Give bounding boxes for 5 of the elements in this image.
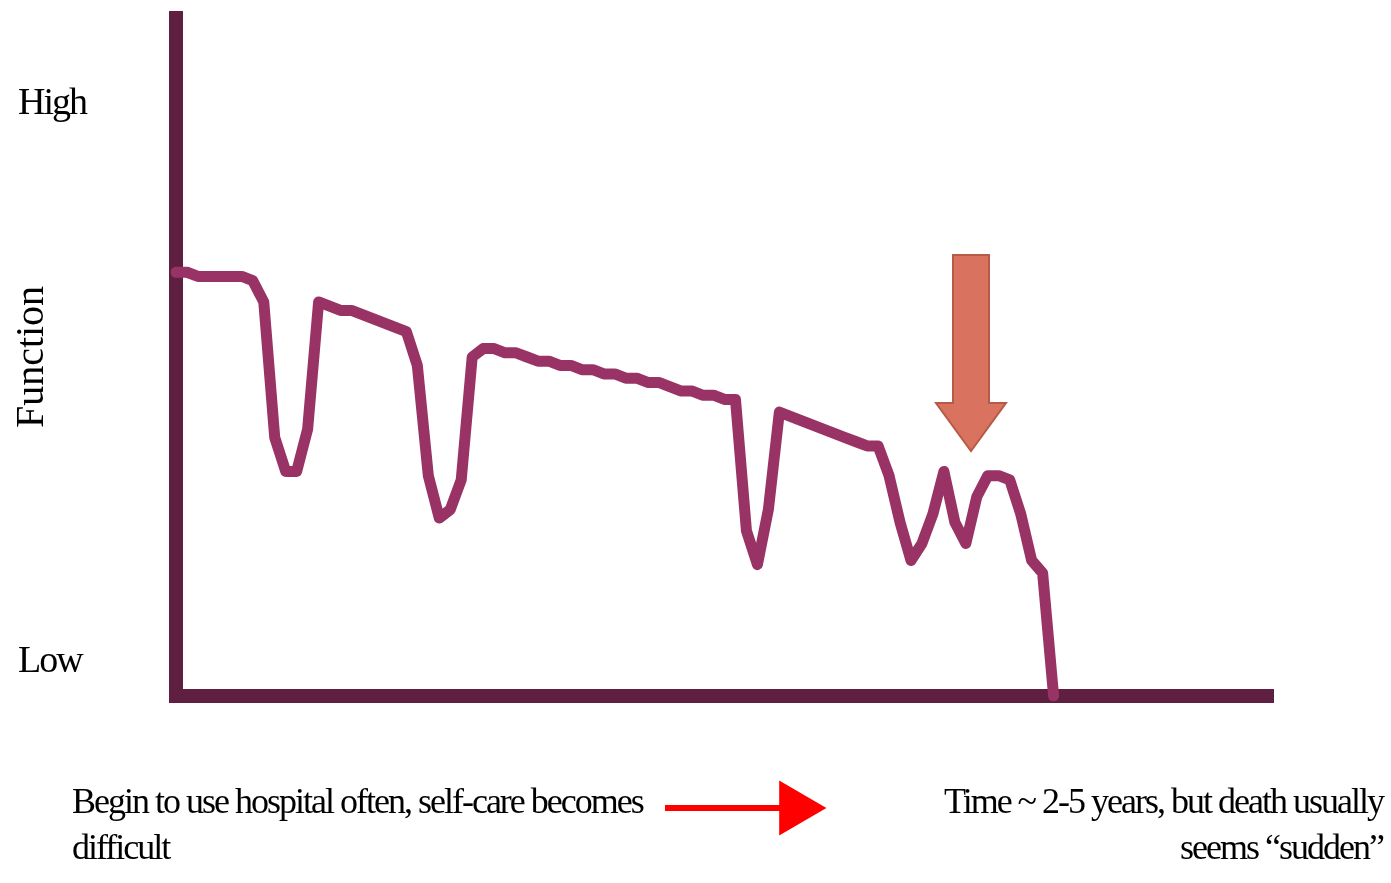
text: Time ~ 2-5 years, but death usually seems “sudden”: [942, 780, 1383, 869]
y-axis-title: Function: [6, 285, 52, 429]
text: Begin to use hospital often, self-care becomes difficult: [72, 780, 645, 869]
text: High: [18, 79, 86, 124]
text: Low: [18, 637, 82, 682]
